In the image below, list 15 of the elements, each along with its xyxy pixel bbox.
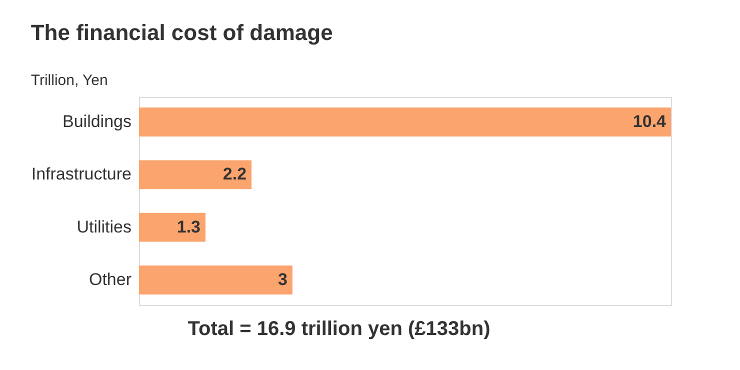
text: Total = 16.9 trillion yen (£133bn): [188, 318, 490, 340]
y-tick-label: Utilities: [76, 217, 132, 236]
y-tick-label: Buildings: [62, 112, 132, 132]
chart-title: The financial cost of damage: [30, 20, 333, 45]
bar: [139, 108, 671, 136]
chart-subtitle: Trillion, Yen: [30, 72, 108, 89]
bar: [139, 266, 292, 294]
bar: [139, 160, 252, 190]
data-label: 10.4: [632, 112, 667, 132]
bar: [139, 212, 206, 242]
y-tick-label: Infrastructure: [31, 164, 132, 184]
data-label: 3: [278, 270, 288, 289]
data-label: 2.2: [222, 164, 247, 184]
data-label: 1.3: [176, 217, 200, 236]
y-tick-label: Other: [88, 270, 132, 289]
